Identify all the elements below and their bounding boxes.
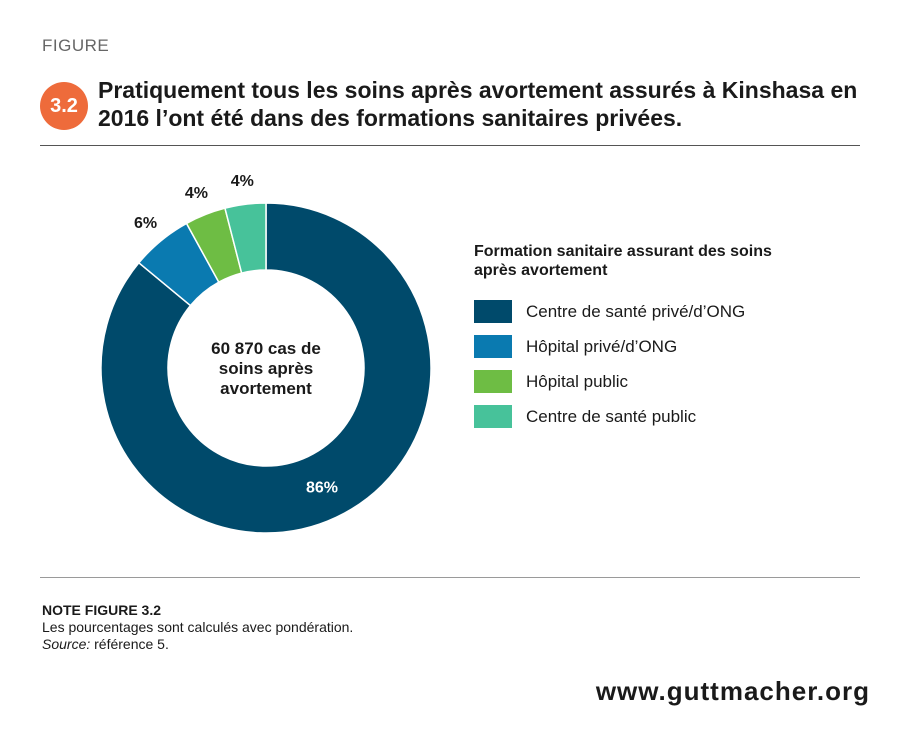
legend-swatch (474, 335, 512, 358)
figure-label: FIGURE (42, 36, 110, 55)
legend-title: Formation sanitaire assurant des soins a… (474, 243, 772, 279)
legend: Formation sanitaire assurant des soins a… (474, 242, 774, 434)
legend-label: Centre de santé privé/d’ONG (526, 301, 746, 321)
figure-number-badge: 3.2 (40, 82, 88, 130)
legend-item-hopital-public: Hôpital public (474, 364, 774, 399)
legend-swatch (474, 405, 512, 428)
center-label-line: avortement (220, 379, 312, 398)
figure-note: NOTE FIGURE 3.2 Les pourcentages sont ca… (42, 602, 353, 653)
legend-label: Hôpital public (526, 371, 629, 391)
data-label-centre-de-sante-public: 4% (231, 173, 254, 190)
legend-swatch (474, 300, 512, 323)
data-label-centre-de-sante-prive-d-ong: 86% (306, 480, 338, 497)
legend-label: Hôpital privé/d’ONG (526, 336, 678, 356)
data-label-hopital-public: 4% (185, 185, 208, 202)
note-title: NOTE FIGURE 3.2 (42, 602, 162, 618)
legend-item-hopital-prive-d-ong: Hôpital privé/d’ONG (474, 329, 774, 364)
donut-slices (100, 202, 432, 534)
center-label-line: soins après (219, 359, 314, 378)
note-text: Les pourcentages sont calculés avec pond… (42, 619, 354, 635)
note-source: Source: référence 5. (42, 636, 353, 653)
slice-centre-de-sante-public (224, 202, 267, 274)
legend-item-centre-de-sante-public: Centre de santé public (474, 399, 774, 434)
slice-labels: 86% 6% 4% 4% (134, 173, 338, 496)
legend-item-centre-de-sante-prive-d-ong: Centre de santé privé/d’ONG (474, 294, 774, 329)
data-label-hopital-prive-d-ong: 6% (134, 215, 157, 232)
website-url: www.guttmacher.org (595, 676, 870, 706)
slice-centre-de-sante-prive-d-ong (100, 202, 432, 534)
figure-title: Pratiquement tous les soins après avorte… (98, 77, 858, 131)
source-text: référence 5. (90, 636, 169, 652)
legend-swatch (474, 370, 512, 393)
legend-items: Centre de santé privé/d’ONG Hôpital privé… (474, 294, 774, 434)
bottom-divider (40, 577, 860, 578)
source-label: Source: (42, 636, 91, 652)
top-divider (40, 145, 860, 146)
legend-label: Centre de santé public (526, 406, 697, 426)
center-label-line: 60 870 cas de (211, 339, 321, 358)
